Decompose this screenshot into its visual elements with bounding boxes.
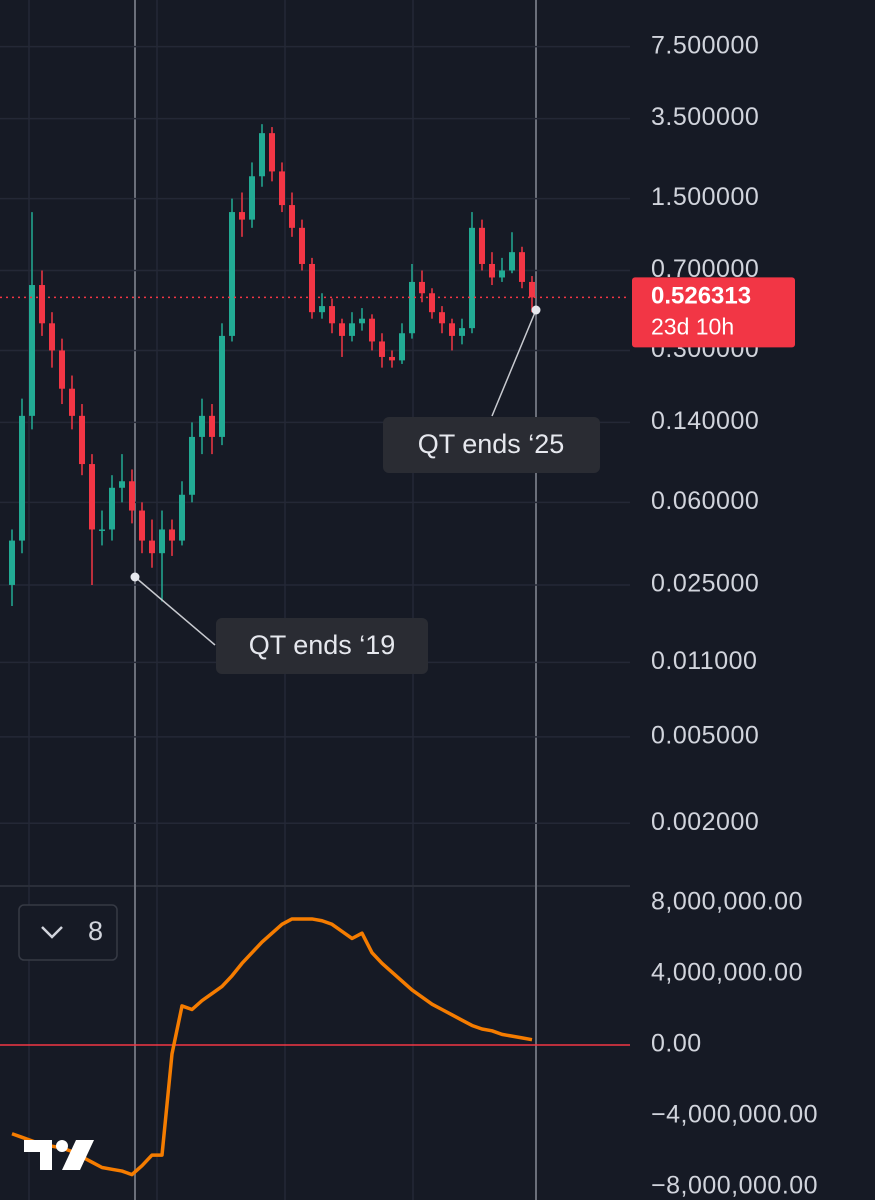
candle-body [399, 333, 405, 361]
anchor-dot [531, 305, 541, 315]
candle-body [259, 133, 265, 177]
candle-body [279, 171, 285, 206]
candle-body [159, 529, 165, 554]
candle-body [69, 388, 75, 416]
marks [0, 45, 630, 1177]
candle-body [339, 323, 345, 336]
y-tick-label: −8,000,000.00 [651, 1172, 818, 1200]
y-tick-label: 3.500000 [651, 103, 759, 131]
candle-body [129, 481, 135, 511]
candle-body [179, 494, 185, 541]
annotation: QT ends ‘25 [418, 429, 565, 459]
candle-body [409, 281, 415, 334]
candle-body [219, 335, 225, 437]
y-tick-label: 0.025000 [651, 570, 759, 598]
candle-body [359, 318, 365, 324]
candle-body [449, 323, 455, 336]
logo-part [62, 1140, 94, 1170]
candle-body [229, 212, 235, 336]
candle-body [269, 133, 275, 172]
candle-body [209, 415, 215, 437]
tradingview-logo [24, 1140, 94, 1170]
logo-part [56, 1140, 68, 1152]
y-tick-label: −4,000,000.00 [651, 1101, 818, 1129]
candle-body [139, 510, 145, 541]
candle-body [499, 270, 505, 278]
candle-body [39, 285, 45, 324]
y-tick-label: 0.140000 [651, 407, 759, 435]
candle-body [49, 323, 55, 351]
indicator-count: 8 [88, 916, 103, 946]
candle-body [189, 436, 195, 495]
price-label-box [632, 277, 795, 348]
annotation-box [383, 417, 600, 473]
candle-body [109, 487, 115, 530]
candle-body [489, 263, 495, 278]
candle-body [429, 293, 435, 313]
candle-body [99, 529, 105, 531]
candle-body [369, 318, 375, 342]
indicator-toggle[interactable] [18, 904, 118, 961]
candle-body [239, 212, 245, 220]
annotation: QT ends ‘19 [249, 630, 396, 660]
candle-body [519, 252, 525, 282]
candle-body [309, 263, 315, 313]
candle-body [79, 415, 85, 465]
candle-body [19, 415, 25, 541]
candle-body [9, 540, 15, 585]
candle-body [469, 227, 475, 329]
candle-body [439, 312, 445, 324]
candle-body [199, 415, 205, 437]
candle-body [59, 350, 65, 389]
candle-body [169, 529, 175, 541]
candle-body [349, 323, 355, 336]
candle-body [509, 252, 515, 271]
annotation-box [216, 618, 428, 674]
chevron-icon [41, 926, 63, 939]
anchor-dot [130, 572, 140, 582]
candle-body [29, 285, 35, 416]
y-tick-label: 0.00 [651, 1030, 702, 1058]
candle-body [459, 328, 465, 336]
last-price-label: 0.526313 [651, 283, 751, 310]
connector [491, 309, 537, 417]
candle-body [329, 306, 335, 324]
candle-body [289, 205, 295, 228]
candle-body [249, 176, 255, 220]
y-tick-label: 4,000,000.00 [651, 959, 803, 987]
candle-body [389, 356, 395, 361]
y-tick-label: 7.500000 [651, 31, 759, 59]
indicator-line [11, 917, 533, 1177]
connector [134, 576, 216, 646]
y-tick-label: 0.060000 [651, 487, 759, 515]
candle-body [419, 281, 425, 294]
candle-body [299, 227, 305, 264]
candle-body [149, 540, 155, 554]
y-tick-label: 8,000,000.00 [651, 888, 803, 916]
candle-body [379, 341, 385, 357]
y-tick-label: 0.005000 [651, 721, 759, 749]
candle-body [119, 481, 125, 488]
y-tick-label: 0.011000 [651, 647, 757, 675]
candle-body [319, 306, 325, 313]
candle-body [89, 464, 95, 530]
y-tick-label: 1.500000 [651, 183, 759, 211]
candle-body [479, 227, 485, 264]
countdown-label: 23d 10h [651, 313, 734, 339]
candle-body [529, 281, 535, 298]
y-tick-label: 0.002000 [651, 808, 759, 836]
logo-part [24, 1140, 52, 1170]
